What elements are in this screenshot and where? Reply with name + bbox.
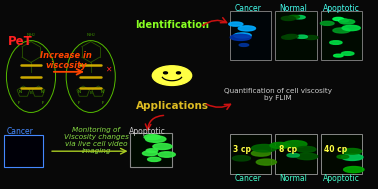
Text: B: B: [89, 91, 92, 95]
Ellipse shape: [296, 35, 307, 38]
Ellipse shape: [234, 33, 251, 38]
Text: Cancer: Cancer: [234, 174, 261, 183]
Ellipse shape: [341, 52, 354, 55]
Ellipse shape: [239, 44, 249, 46]
Ellipse shape: [252, 144, 277, 152]
Text: Quantification of cell viscosity
by FLIM: Quantification of cell viscosity by FLIM: [224, 88, 332, 101]
Text: F: F: [102, 101, 104, 105]
Text: ✕: ✕: [105, 64, 111, 74]
Text: NH$_2$: NH$_2$: [86, 31, 96, 39]
Ellipse shape: [287, 153, 299, 157]
Text: Cancer: Cancer: [234, 4, 261, 13]
Text: NH$_2$: NH$_2$: [26, 31, 36, 39]
Text: Identification: Identification: [135, 20, 209, 29]
Text: F: F: [42, 101, 45, 105]
Ellipse shape: [337, 155, 349, 159]
Text: Apoptotic: Apoptotic: [129, 127, 166, 136]
Text: 40 cp: 40 cp: [324, 145, 348, 154]
Ellipse shape: [282, 35, 295, 39]
Text: Applications: Applications: [135, 101, 209, 111]
Ellipse shape: [339, 19, 355, 24]
FancyBboxPatch shape: [230, 11, 271, 60]
FancyBboxPatch shape: [230, 134, 271, 174]
Ellipse shape: [270, 143, 290, 148]
Ellipse shape: [256, 159, 276, 165]
Ellipse shape: [321, 21, 334, 25]
Text: 8 cp: 8 cp: [279, 145, 297, 154]
Ellipse shape: [158, 152, 175, 157]
Ellipse shape: [281, 16, 296, 20]
Ellipse shape: [144, 135, 160, 140]
Text: 3 cp: 3 cp: [233, 145, 251, 154]
Text: Normal: Normal: [279, 174, 307, 183]
Text: Increase in
viscosity: Increase in viscosity: [40, 51, 92, 70]
FancyBboxPatch shape: [275, 134, 317, 174]
Ellipse shape: [342, 25, 360, 31]
Text: N: N: [18, 90, 21, 94]
Text: N: N: [78, 90, 81, 94]
Text: B: B: [29, 91, 33, 95]
Circle shape: [164, 72, 167, 74]
Text: N: N: [41, 90, 44, 94]
Ellipse shape: [289, 15, 299, 19]
Text: Cancer: Cancer: [6, 127, 33, 136]
Ellipse shape: [338, 19, 349, 22]
Ellipse shape: [333, 17, 344, 21]
Text: Apoptotic: Apoptotic: [323, 174, 360, 183]
Ellipse shape: [334, 54, 343, 57]
Ellipse shape: [238, 26, 256, 31]
Ellipse shape: [285, 34, 298, 38]
Ellipse shape: [251, 150, 271, 156]
Text: Normal: Normal: [279, 4, 307, 13]
Ellipse shape: [343, 149, 362, 154]
Ellipse shape: [344, 167, 364, 173]
FancyBboxPatch shape: [130, 133, 172, 167]
Ellipse shape: [143, 151, 157, 156]
Ellipse shape: [342, 154, 363, 160]
Text: PeT: PeT: [8, 35, 33, 48]
Ellipse shape: [146, 136, 166, 142]
Circle shape: [152, 66, 192, 85]
FancyBboxPatch shape: [275, 11, 317, 60]
Ellipse shape: [330, 41, 342, 44]
Ellipse shape: [305, 36, 318, 40]
Ellipse shape: [232, 156, 250, 161]
Text: Monitoring of
Viscosity changes
via live cell video
imaging: Monitoring of Viscosity changes via live…: [64, 127, 129, 154]
Text: F: F: [17, 101, 20, 105]
Ellipse shape: [333, 28, 350, 33]
Ellipse shape: [296, 153, 318, 160]
Ellipse shape: [147, 157, 161, 161]
Ellipse shape: [294, 15, 305, 19]
Text: N: N: [101, 90, 104, 94]
Ellipse shape: [146, 149, 158, 153]
Ellipse shape: [229, 22, 243, 26]
Text: F: F: [77, 101, 80, 105]
Ellipse shape: [284, 141, 307, 148]
FancyBboxPatch shape: [321, 134, 362, 174]
FancyBboxPatch shape: [4, 135, 43, 167]
Ellipse shape: [153, 143, 172, 149]
Circle shape: [177, 72, 180, 74]
Text: Apoptotic: Apoptotic: [323, 4, 360, 13]
FancyBboxPatch shape: [321, 11, 362, 60]
Ellipse shape: [296, 146, 316, 152]
Ellipse shape: [230, 34, 251, 40]
